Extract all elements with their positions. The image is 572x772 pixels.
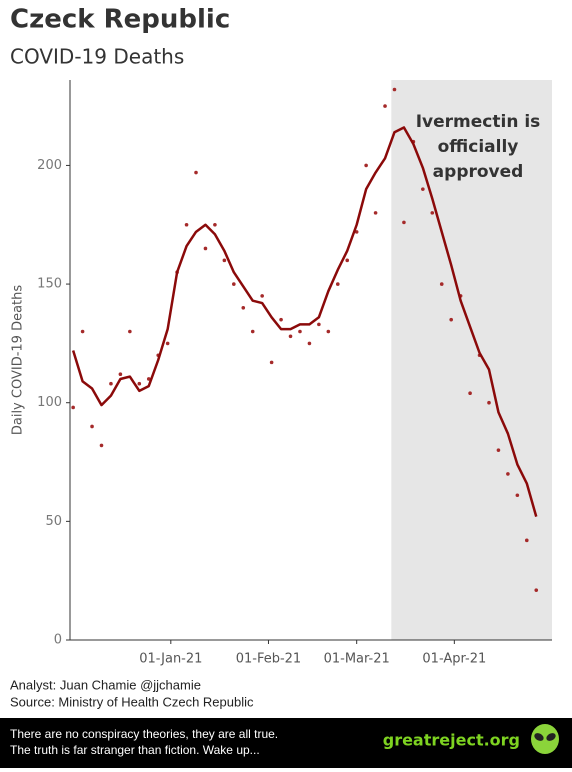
daily-point (392, 87, 397, 92)
y-tick-label: 150 (37, 277, 62, 292)
x-tick-label: 01-Jan-21 (139, 652, 202, 667)
daily-point (468, 391, 472, 396)
site-link[interactable]: greatreject.org (383, 731, 520, 750)
daily-point (213, 222, 217, 227)
daily-point (71, 405, 75, 410)
daily-point (534, 588, 539, 592)
y-tick-label: 50 (45, 514, 62, 529)
daily-point (241, 305, 246, 310)
daily-point (128, 329, 132, 334)
daily-point (146, 377, 151, 381)
daily-point (99, 443, 104, 448)
daily-point (383, 104, 387, 108)
daily-point (222, 258, 227, 263)
daily-point (364, 163, 368, 168)
daily-point (354, 230, 359, 234)
annotation: officially (438, 137, 519, 157)
annotation: Ivermectin is (416, 112, 541, 132)
daily-point (194, 170, 198, 175)
daily-point (317, 322, 321, 327)
daily-point (269, 360, 274, 365)
source: Source: Ministry of Health Czech Republi… (10, 694, 254, 709)
daily-point (109, 381, 113, 386)
y-tick-label: 200 (37, 158, 62, 173)
daily-point (487, 400, 491, 405)
daily-point (506, 472, 510, 476)
y-tick-label: 100 (37, 395, 62, 410)
daily-point (288, 334, 293, 339)
daily-point (421, 187, 425, 191)
y-tick-label: 0 (54, 633, 62, 648)
daily-point (449, 317, 453, 322)
daily-point (439, 282, 444, 286)
daily-point (203, 246, 208, 251)
banner-line: The truth is far stranger than fiction. … (10, 743, 260, 757)
x-tick-label: 01-Mar-21 (324, 652, 390, 667)
daily-point (184, 222, 189, 227)
daily-point (307, 341, 312, 346)
x-tick-label: 01-Feb-21 (236, 652, 301, 667)
daily-point (165, 341, 170, 346)
daily-point (250, 329, 255, 334)
daily-point (524, 538, 529, 543)
daily-point (345, 258, 350, 263)
trend-line (71, 126, 538, 517)
daily-point (80, 329, 85, 334)
banner-bg (0, 718, 572, 768)
subtitle: COVID-19 Deaths (10, 45, 184, 69)
daily-point (279, 317, 283, 322)
daily-point (496, 448, 501, 452)
daily-point (90, 424, 94, 429)
banner-line: There are no conspiracy theories, they a… (10, 727, 278, 741)
daily-point (260, 294, 264, 298)
daily-point (137, 381, 142, 386)
daily-point (402, 220, 406, 225)
analyst: Analyst: Juan Chamie @jjchamie (10, 677, 201, 692)
daily-point (298, 329, 302, 334)
daily-point (515, 493, 520, 498)
daily-point (335, 282, 340, 286)
alien-icon (531, 724, 559, 754)
daily-point (373, 211, 378, 215)
shaded-period (391, 80, 552, 640)
daily-point (430, 211, 435, 215)
x-tick-label: 01-Apr-21 (422, 652, 486, 667)
y-axis-label: Daily COVID-19 Deaths (11, 285, 26, 436)
daily-point (326, 329, 331, 334)
title: Czeck Republic (10, 5, 230, 35)
daily-point (118, 372, 123, 377)
daily-point (232, 282, 236, 286)
annotation: approved (433, 162, 524, 182)
